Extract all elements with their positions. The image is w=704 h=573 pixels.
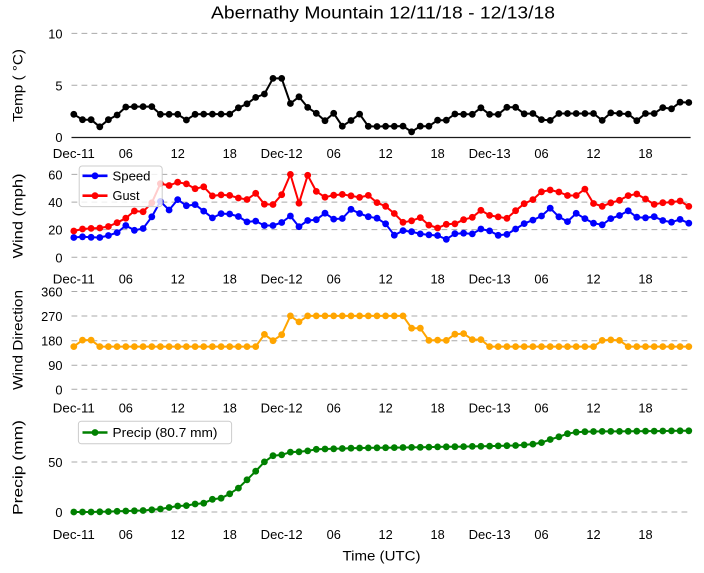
svg-text:18: 18 [638,401,652,416]
svg-text:Dec-13: Dec-13 [469,272,511,287]
svg-text:12: 12 [379,401,393,416]
svg-text:12: 12 [379,272,393,287]
svg-text:Dec-12: Dec-12 [261,401,303,416]
svg-text:12: 12 [586,527,600,542]
svg-text:Wind (mph): Wind (mph) [10,174,26,259]
svg-text:0: 0 [55,505,62,520]
svg-text:12: 12 [171,272,185,287]
svg-text:Gust: Gust [113,189,141,203]
svg-text:90: 90 [48,358,62,373]
svg-text:06: 06 [327,146,341,161]
svg-text:360: 360 [41,285,62,300]
svg-text:Dec-12: Dec-12 [261,146,303,161]
svg-text:06: 06 [534,527,548,542]
svg-text:18: 18 [431,527,445,542]
svg-text:10: 10 [48,26,62,41]
svg-text:Precip (mm): Precip (mm) [10,420,26,515]
svg-text:Temp ( °C): Temp ( °C) [10,49,26,122]
svg-text:Dec-11: Dec-11 [53,146,95,161]
svg-text:12: 12 [171,527,185,542]
svg-text:Dec-11: Dec-11 [53,401,95,416]
svg-text:0: 0 [55,130,62,145]
svg-text:0: 0 [55,250,62,265]
svg-text:06: 06 [534,401,548,416]
svg-text:06: 06 [119,146,133,161]
svg-text:06: 06 [119,527,133,542]
svg-text:12: 12 [586,401,600,416]
svg-text:Dec-11: Dec-11 [53,272,95,287]
svg-text:18: 18 [431,146,445,161]
svg-text:50: 50 [48,455,62,470]
svg-text:12: 12 [586,146,600,161]
svg-text:06: 06 [534,272,548,287]
svg-text:06: 06 [327,272,341,287]
svg-text:Dec-12: Dec-12 [261,527,303,542]
svg-text:Speed: Speed [113,169,151,183]
svg-text:18: 18 [223,272,237,287]
svg-text:06: 06 [534,146,548,161]
svg-text:Precip (80.7 mm): Precip (80.7 mm) [113,426,218,440]
svg-text:12: 12 [586,272,600,287]
svg-text:60: 60 [48,167,62,182]
svg-text:Wind Direction: Wind Direction [10,290,26,390]
svg-text:12: 12 [379,146,393,161]
svg-text:Time (UTC): Time (UTC) [343,548,421,564]
svg-text:18: 18 [638,527,652,542]
svg-text:06: 06 [119,401,133,416]
svg-text:0: 0 [55,382,62,397]
svg-text:270: 270 [41,309,62,324]
svg-text:Dec-13: Dec-13 [469,527,511,542]
svg-text:5: 5 [55,78,62,93]
svg-text:Dec-12: Dec-12 [261,272,303,287]
svg-text:18: 18 [223,527,237,542]
svg-text:Dec-13: Dec-13 [469,401,511,416]
svg-text:18: 18 [223,146,237,161]
svg-text:20: 20 [48,223,62,238]
svg-text:18: 18 [638,146,652,161]
svg-text:18: 18 [431,401,445,416]
svg-text:06: 06 [119,272,133,287]
svg-text:18: 18 [638,272,652,287]
svg-text:18: 18 [223,401,237,416]
svg-text:Dec-11: Dec-11 [53,527,95,542]
svg-text:Dec-13: Dec-13 [469,146,511,161]
svg-text:06: 06 [327,527,341,542]
svg-text:180: 180 [41,334,62,349]
svg-text:40: 40 [48,195,62,210]
svg-text:12: 12 [379,527,393,542]
svg-text:12: 12 [171,146,185,161]
svg-text:12: 12 [171,401,185,416]
svg-text:18: 18 [431,272,445,287]
svg-text:Abernathy Mountain 12/11/18 -: Abernathy Mountain 12/11/18 - 12/13/18 [211,2,555,22]
svg-text:06: 06 [327,401,341,416]
